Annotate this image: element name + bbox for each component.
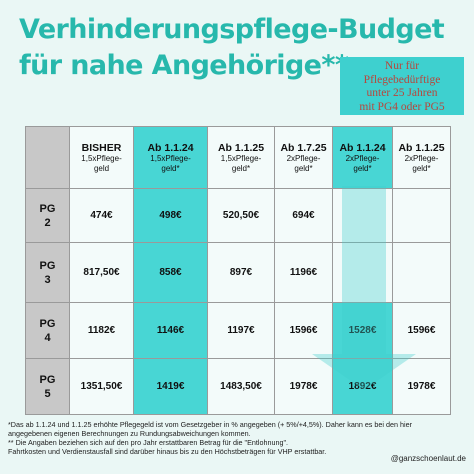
budget-table: BISHER 1,5xPflege- geld Ab 1.1.24 1,5xPf…: [25, 126, 451, 415]
value-cell: 1351,50€: [69, 358, 134, 415]
header-ab-1-1-25-young: Ab 1.1.25 2xPflege- geld*: [392, 126, 451, 189]
header-ab-1-1-24: Ab 1.1.24 1,5xPflege- geld*: [133, 126, 208, 189]
value-cell: [332, 188, 393, 243]
pg-label: PG 3: [25, 242, 70, 303]
value-cell: 1596€: [392, 302, 451, 359]
header-ab-1-7-25: Ab 1.7.25 2xPflege- geld*: [274, 126, 333, 189]
value-cell: 817,50€: [69, 242, 134, 303]
pg-label: PG 5: [25, 358, 70, 415]
title-line-2: für nahe Angehörige**: [19, 50, 349, 81]
table-row: PG 5 1351,50€ 1419€ 1483,50€ 1978€ 1892€…: [25, 358, 451, 415]
value-cell: [392, 188, 451, 243]
value-cell: 1978€: [274, 358, 333, 415]
title-line-1: Verhinderungspflege-Budget: [19, 14, 445, 45]
footnote-line-1: *Das ab 1.1.24 und 1.1.25 erhöhte Pflege…: [8, 420, 412, 429]
value-cell: 1596€: [274, 302, 333, 359]
value-cell: 1528€: [332, 302, 393, 359]
value-cell: 1196€: [274, 242, 333, 303]
footnotes: *Das ab 1.1.24 und 1.1.25 erhöhte Pflege…: [8, 420, 468, 456]
note-line-1: Nur für: [384, 60, 420, 72]
value-cell: 858€: [133, 242, 208, 303]
header-ab-1-1-25: Ab 1.1.25 1,5xPflege- geld*: [207, 126, 275, 189]
table-row: PG 4 1182€ 1146€ 1197€ 1596€ 1528€ 1596€: [25, 302, 451, 359]
value-cell: [332, 242, 393, 303]
age-note-box: Nur für Pflegebedürftige unter 25 Jahren…: [340, 57, 464, 115]
value-cell: 694€: [274, 188, 333, 243]
note-line-2: Pflegebedürftige: [363, 73, 441, 86]
table-row: PG 2 474€ 498€ 520,50€ 694€: [25, 188, 451, 243]
value-cell: 1483,50€: [207, 358, 275, 415]
social-handle: @ganzschoenlaut.de: [390, 454, 466, 463]
pg-label: PG 4: [25, 302, 70, 359]
value-cell: 498€: [133, 188, 208, 243]
footnote-line-4: Fahrtkosten und Verdienstausfall sind da…: [8, 447, 327, 456]
budget-table-container: BISHER 1,5xPflege- geld Ab 1.1.24 1,5xPf…: [25, 126, 451, 415]
value-cell: 1182€: [69, 302, 134, 359]
value-cell: 1197€: [207, 302, 275, 359]
value-cell: 520,50€: [207, 188, 275, 243]
value-cell: 897€: [207, 242, 275, 303]
pg-label: PG 2: [25, 188, 70, 243]
header-bisher: BISHER 1,5xPflege- geld: [69, 126, 134, 189]
value-cell: [392, 242, 451, 303]
footnote-line-3: ** Die Angaben beziehen sich auf den pro…: [8, 438, 289, 447]
table-row: PG 3 817,50€ 858€ 897€ 1196€: [25, 242, 451, 303]
note-line-3: unter 25 Jahren: [366, 87, 438, 99]
value-cell: 1146€: [133, 302, 208, 359]
header-ab-1-1-24-young: Ab 1.1.24 2xPflege- geld*: [332, 126, 393, 189]
note-line-4: mit PG4 oder PG5: [359, 100, 445, 113]
page-title: Verhinderungspflege-Budget für nahe Ange…: [19, 12, 445, 84]
value-cell: 474€: [69, 188, 134, 243]
value-cell: 1892€: [332, 358, 393, 415]
corner-cell: [25, 126, 70, 189]
footnote-line-2: angegebenen eigenen Berechnungen zu Rund…: [8, 429, 251, 438]
value-cell: 1978€: [392, 358, 451, 415]
value-cell: 1419€: [133, 358, 208, 415]
header-row: BISHER 1,5xPflege- geld Ab 1.1.24 1,5xPf…: [25, 126, 451, 189]
